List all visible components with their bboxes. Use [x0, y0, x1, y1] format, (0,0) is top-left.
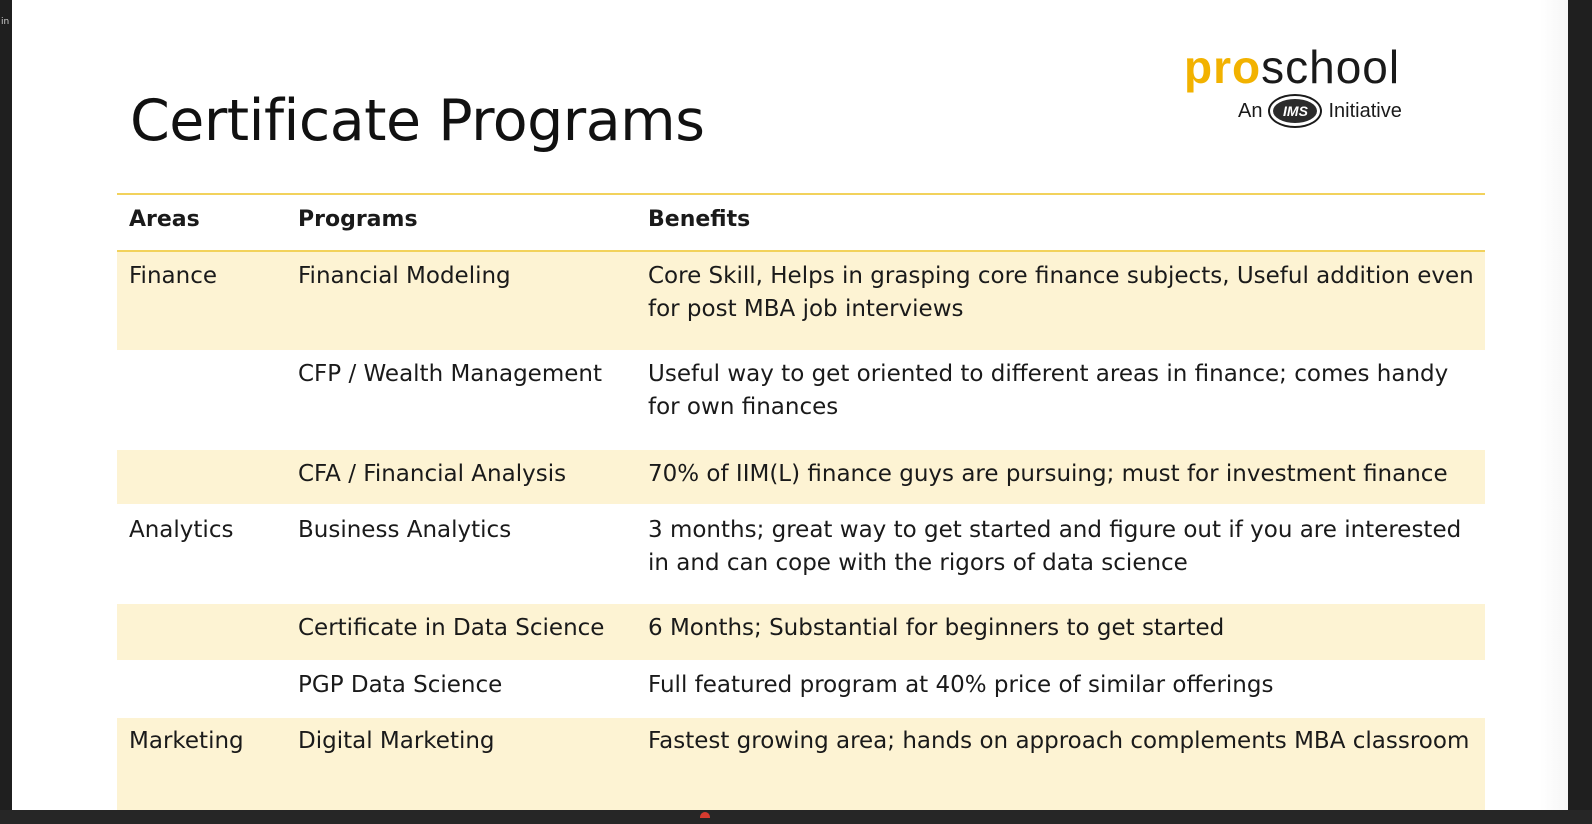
- table-row: CFA / Financial Analysis 70% of IIM(L) f…: [117, 450, 1485, 504]
- table-row: Marketing Digital Marketing Fastest grow…: [117, 718, 1485, 810]
- cell-benefit: Core Skill, Helps in grasping core finan…: [648, 263, 1474, 322]
- cell-benefit: Full featured program at 40% price of si…: [648, 672, 1274, 698]
- cell-program: Digital Marketing: [298, 728, 495, 754]
- cell-program: CFA / Financial Analysis: [298, 461, 567, 487]
- table-row: Finance Financial Modeling Core Skill, H…: [117, 252, 1485, 350]
- cell-program: CFP / Wealth Management: [298, 361, 602, 387]
- ims-badge-text: IMS: [1273, 99, 1318, 123]
- cell-benefit: 6 Months; Substantial for beginners to g…: [648, 615, 1225, 641]
- cell-program: PGP Data Science: [298, 672, 503, 698]
- cell-benefit: Useful way to get oriented to different …: [648, 361, 1449, 420]
- ims-logo-icon: IMS: [1268, 94, 1323, 128]
- slide-title: Certificate Programs: [130, 88, 705, 154]
- table-row: Analytics Business Analytics 3 months; g…: [117, 504, 1485, 604]
- logo-tagline: An IMS Initiative: [1238, 94, 1402, 128]
- slide-edge-shade: [1540, 0, 1568, 810]
- cell-benefit: 70% of IIM(L) finance guys are pursuing;…: [648, 461, 1448, 487]
- logo-tag-prefix: An: [1238, 99, 1263, 122]
- logo-word-school: school: [1261, 41, 1401, 93]
- logo-word-pro: pro: [1184, 41, 1262, 93]
- cell-program: Certificate in Data Science: [298, 615, 605, 641]
- cell-area: Finance: [129, 263, 217, 289]
- header-benefits: Benefits: [648, 207, 751, 232]
- logo-tag-suffix: Initiative: [1328, 99, 1402, 122]
- cell-area: Marketing: [129, 728, 244, 754]
- table-row: Certificate in Data Science 6 Months; Su…: [117, 604, 1485, 660]
- programs-table: Areas Programs Benefits Finance Financia…: [117, 193, 1485, 810]
- screen-share-bottom-bar: [0, 810, 1592, 824]
- header-areas: Areas: [129, 207, 200, 232]
- cell-program: Financial Modeling: [298, 263, 511, 289]
- cell-area: Analytics: [129, 517, 234, 543]
- cell-benefit: Fastest growing area; hands on approach …: [648, 728, 1470, 754]
- logo-wordmark: proschool: [1184, 40, 1400, 94]
- proschool-logo: proschool An IMS Initiative: [1172, 40, 1472, 140]
- record-indicator-icon: [700, 812, 710, 818]
- header-programs: Programs: [298, 207, 418, 232]
- table-row: CFP / Wealth Management Useful way to ge…: [117, 350, 1485, 450]
- slide: Certificate Programs proschool An IMS In…: [12, 0, 1568, 810]
- corner-text: in: [1, 17, 10, 27]
- table-header-row: Areas Programs Benefits: [117, 195, 1485, 252]
- cell-benefit: 3 months; great way to get started and f…: [648, 517, 1462, 576]
- table-row: PGP Data Science Full featured program a…: [117, 660, 1485, 718]
- cell-program: Business Analytics: [298, 517, 512, 543]
